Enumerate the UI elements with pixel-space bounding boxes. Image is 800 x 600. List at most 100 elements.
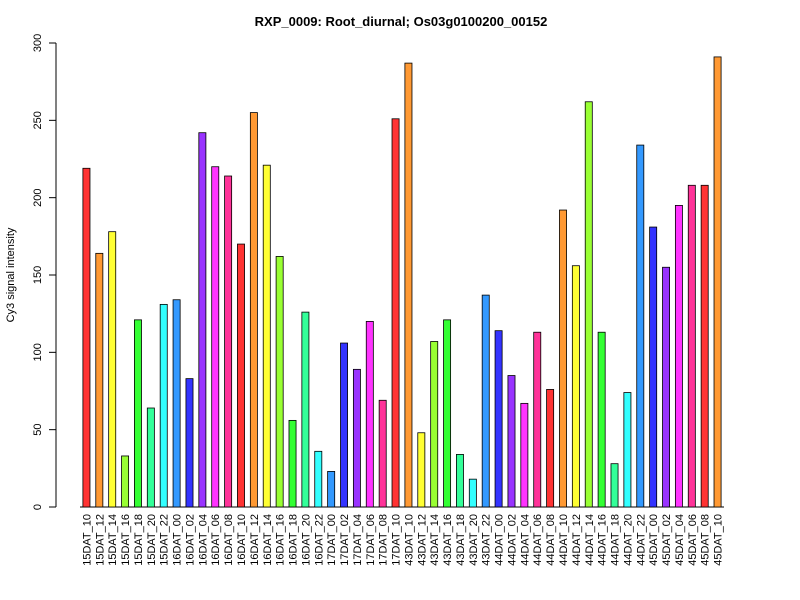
y-tick-label: 0 [32, 504, 44, 510]
x-tick-label: 15DAT_16 [120, 514, 132, 566]
chart-title: RXP_0009: Root_diurnal; Os03g0100200_001… [255, 14, 548, 29]
y-tick-label: 100 [32, 343, 44, 361]
bar-44DAT_18 [610, 463, 619, 508]
bar-44DAT_22 [636, 144, 645, 508]
x-tick-label: 17DAT_02 [339, 514, 351, 566]
x-tick-label: 45DAT_04 [674, 514, 686, 566]
x-tick-label: 15DAT_18 [133, 514, 145, 566]
bar-17DAT_02 [340, 342, 348, 508]
bar-44DAT_04 [520, 402, 529, 508]
x-tick-label: 15DAT_20 [146, 514, 158, 566]
x-tick-label: 16DAT_18 [288, 514, 300, 566]
x-tick-label: 17DAT_10 [391, 514, 403, 566]
x-tick-labels: 15DAT_10 15DAT_12 15DAT_14 15DAT_16 15DAT_18… [81, 514, 724, 566]
x-tick-label: 44DAT_00 [494, 514, 506, 566]
x-tick-label: 15DAT_12 [94, 514, 106, 566]
bar-16DAT_14 [262, 164, 271, 508]
bar-45DAT_02 [662, 266, 670, 508]
bar-16DAT_16 [275, 256, 284, 508]
x-tick-label: 44DAT_12 [571, 514, 583, 566]
bar-16DAT_08 [224, 175, 233, 508]
bar-44DAT_20 [623, 392, 632, 508]
bar-16DAT_12 [249, 112, 258, 508]
bar-43DAT_22 [481, 294, 490, 508]
bar-15DAT_20 [146, 407, 155, 508]
bar-43DAT_20 [468, 478, 477, 508]
x-tick-label: 43DAT_18 [455, 514, 467, 566]
x-tick-label: 44DAT_04 [519, 514, 531, 566]
bar-45DAT_00 [649, 226, 658, 508]
x-tick-label: 45DAT_02 [661, 514, 673, 566]
bar-17DAT_00 [327, 471, 336, 508]
bar-44DAT_10 [559, 209, 567, 508]
bar-43DAT_12 [417, 432, 426, 508]
bar-16DAT_06 [211, 166, 220, 508]
bar-44DAT_02 [507, 375, 516, 508]
bar-15DAT_14 [108, 231, 117, 508]
x-tick-label: 16DAT_10 [236, 514, 248, 566]
x-tick-label: 17DAT_04 [352, 514, 364, 566]
y-tick-label: 300 [32, 34, 44, 52]
x-tick-label: 45DAT_08 [700, 514, 712, 566]
x-tick-label: 16DAT_14 [262, 514, 274, 566]
x-tick-label: 44DAT_10 [558, 514, 570, 566]
bar-17DAT_10 [391, 118, 400, 508]
bar-15DAT_16 [121, 455, 130, 508]
bar-15DAT_18 [134, 319, 142, 508]
x-tick-label: 44DAT_18 [610, 514, 622, 566]
x-tick-label: 44DAT_20 [622, 514, 634, 566]
x-tick-label: 15DAT_14 [107, 514, 119, 566]
x-tick-label: 44DAT_16 [597, 514, 609, 566]
x-tick-label: 44DAT_08 [545, 514, 557, 566]
x-tick-label: 16DAT_16 [275, 514, 287, 566]
bar-44DAT_08 [546, 389, 555, 508]
bar-17DAT_04 [352, 368, 361, 508]
bar-16DAT_22 [314, 450, 323, 508]
y-tick-label: 250 [32, 111, 44, 129]
x-tick-label: 44DAT_06 [532, 514, 544, 566]
x-tick-label: 43DAT_12 [416, 514, 428, 566]
bar-16DAT_00 [172, 299, 181, 508]
bar-45DAT_04 [674, 204, 683, 508]
x-tick-label: 43DAT_20 [468, 514, 480, 566]
x-tick-label: 17DAT_06 [365, 514, 377, 566]
bar-43DAT_18 [456, 454, 464, 508]
bar-15DAT_22 [159, 303, 168, 508]
bar-16DAT_20 [301, 311, 310, 508]
bar-44DAT_14 [584, 101, 593, 508]
x-tick-label: 17DAT_08 [378, 514, 390, 566]
bar-44DAT_16 [597, 331, 606, 508]
bar-15DAT_10 [82, 167, 91, 508]
bar-16DAT_04 [198, 132, 207, 508]
y-tick-label: 200 [32, 188, 44, 206]
bar-16DAT_18 [288, 419, 297, 508]
bar-16DAT_02 [185, 378, 194, 508]
bar-44DAT_00 [494, 330, 503, 508]
bar-44DAT_06 [533, 331, 542, 508]
bar-17DAT_08 [378, 399, 387, 508]
x-tick-label: 43DAT_16 [442, 514, 454, 566]
y-tick-label: 50 [32, 424, 44, 436]
x-tick-label: 16DAT_00 [172, 514, 184, 566]
x-tick-label: 16DAT_20 [300, 514, 312, 566]
bar-43DAT_16 [443, 319, 452, 508]
x-tick-label: 43DAT_22 [481, 514, 493, 566]
y-axis: 0 50 100 150 200 250 300 [32, 34, 57, 510]
bar-15DAT_12 [95, 252, 104, 508]
x-tick-label: 44DAT_02 [506, 514, 518, 566]
bar-45DAT_06 [687, 184, 696, 508]
bar-43DAT_14 [430, 341, 439, 508]
x-tick-label: 43DAT_10 [403, 514, 415, 566]
y-axis-label: Cy3 signal intensity [5, 227, 17, 322]
bar-43DAT_10 [404, 62, 413, 508]
bar-17DAT_06 [365, 320, 374, 508]
x-tick-label: 16DAT_08 [223, 514, 235, 566]
x-tick-label: 15DAT_22 [159, 514, 171, 566]
x-tick-label: 16DAT_04 [197, 514, 209, 566]
bars-group [80, 56, 724, 508]
x-tick-label: 44DAT_22 [635, 514, 647, 566]
x-tick-label: 45DAT_06 [687, 514, 699, 566]
x-tick-label: 45DAT_00 [648, 514, 660, 566]
x-tick-label: 45DAT_10 [713, 514, 725, 566]
